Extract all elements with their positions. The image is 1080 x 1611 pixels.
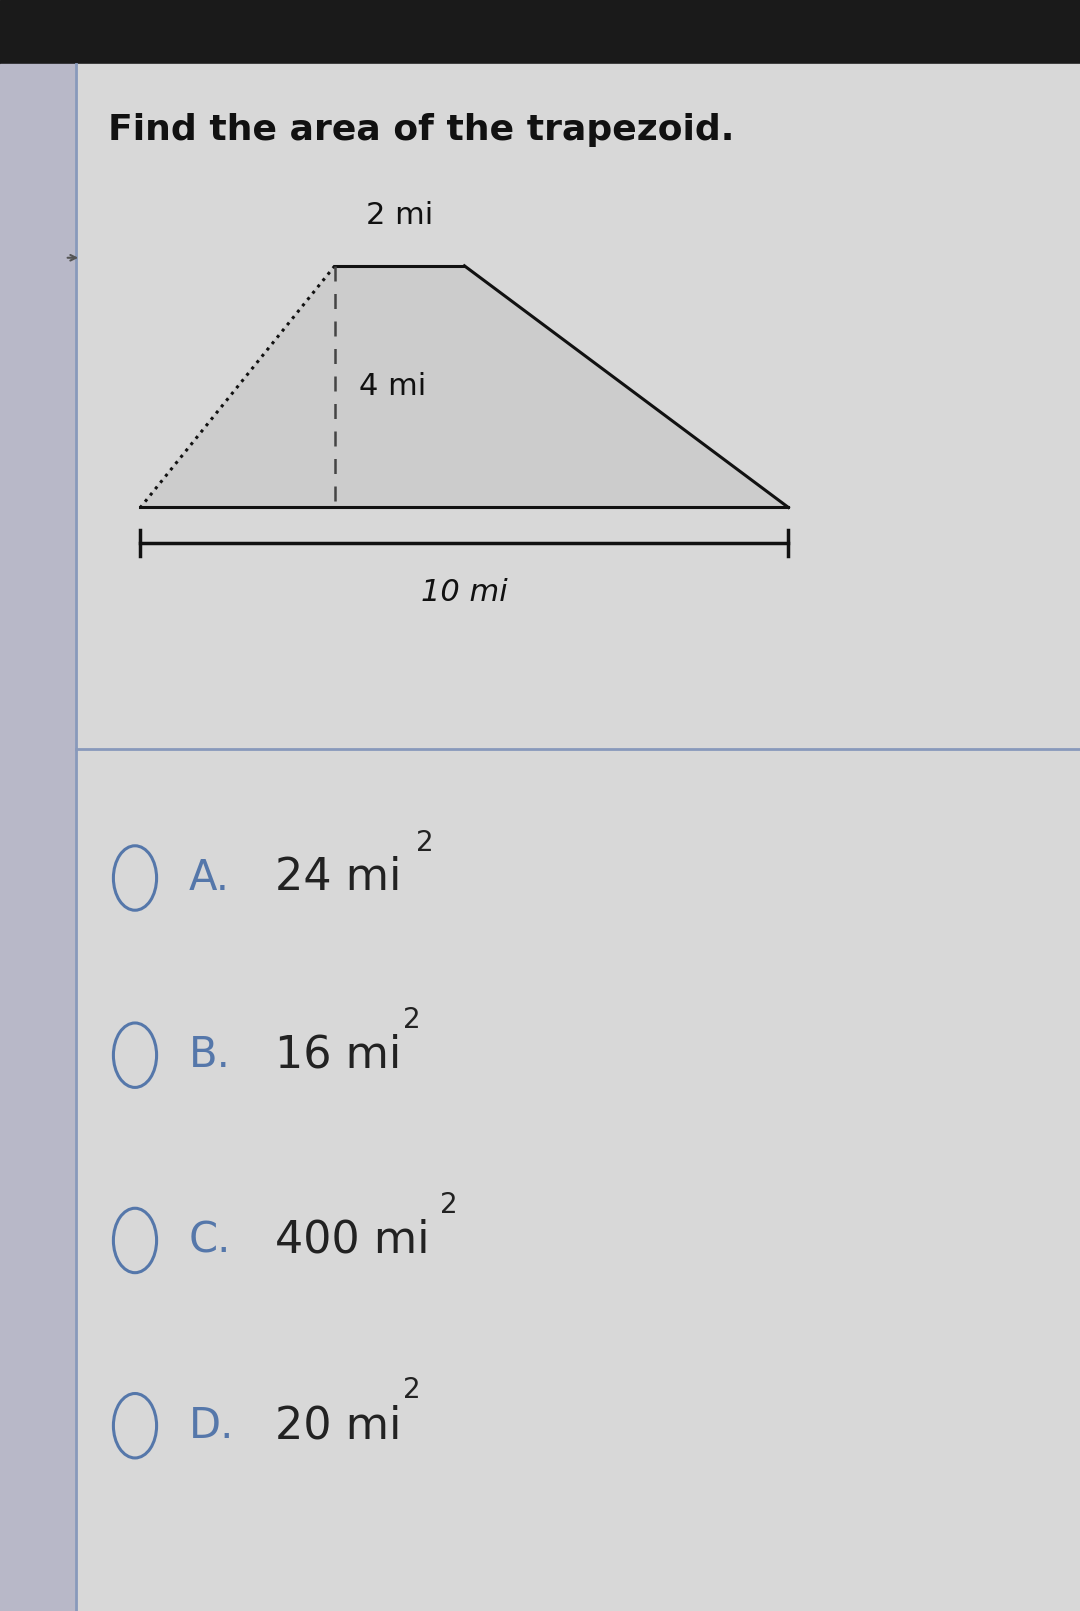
Text: C.: C. [189,1220,231,1261]
Text: 24 mi: 24 mi [275,857,402,899]
Text: D.: D. [189,1405,234,1447]
Polygon shape [140,266,788,507]
Text: 16 mi: 16 mi [275,1034,402,1076]
Text: 2: 2 [403,1005,420,1034]
Text: A.: A. [189,857,230,899]
Text: Find the area of the trapezoid.: Find the area of the trapezoid. [108,113,734,147]
Text: 2: 2 [416,828,433,857]
Text: 10 mi: 10 mi [421,578,508,607]
Bar [0,0,1080,64]
Text: 400 mi: 400 mi [275,1220,430,1261]
Text: 2 mi: 2 mi [366,201,433,230]
Bar [0,64,76,1611]
Text: 20 mi: 20 mi [275,1405,402,1447]
Text: 2: 2 [403,1376,420,1405]
Text: B.: B. [189,1034,231,1076]
Text: 4 mi: 4 mi [359,372,426,401]
Text: 2: 2 [440,1191,457,1220]
